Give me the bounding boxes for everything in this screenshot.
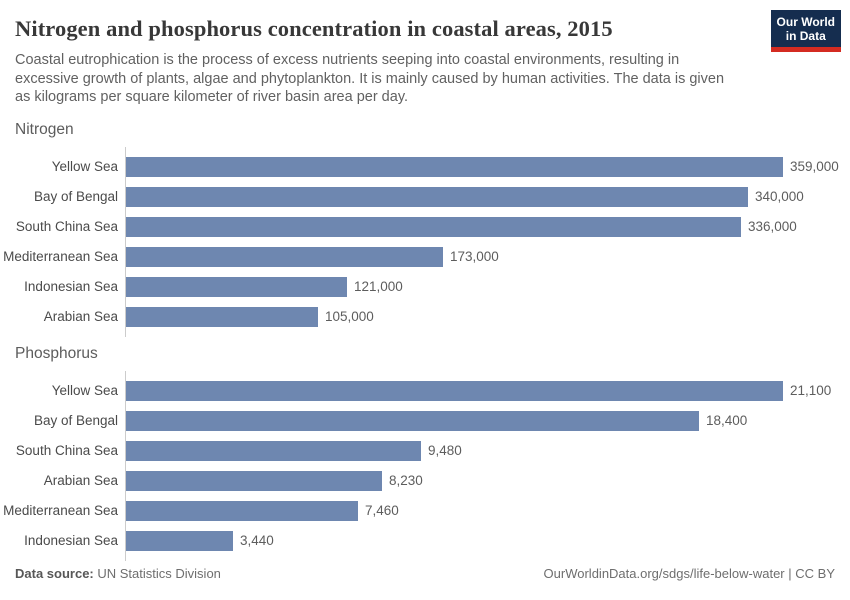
bar-row: 121,000 [126,272,839,302]
bar-south-china-sea [126,440,421,461]
category-label-south-china-sea: South China Sea [15,219,118,234]
bar-yellow-sea [126,156,783,177]
plot-area-nitrogen: Yellow Sea Bay of Bengal South China Sea Me… [3,146,839,337]
category-label-mediterranean-sea: Mediterranean Sea [3,249,118,264]
owid-logo: Our World in Data [770,10,841,52]
category-axis: Yellow Sea Bay of Bengal South China Sea Ar… [3,371,125,561]
value-label-mediterranean-sea: 7,460 [365,503,399,518]
owid-logo-line1: Our World [776,15,835,29]
bar-bay-of-bengal [126,186,748,207]
value-label-yellow-sea: 359,000 [790,159,839,174]
value-label-bay-of-bengal: 340,000 [755,189,804,204]
bar-row: 9,480 [126,436,835,466]
category-label-mediterranean-sea: Mediterranean Sea [3,503,118,518]
category-label-yellow-sea: Yellow Sea [51,383,118,398]
owid-logo-line2: in Data [785,29,826,43]
category-label-indonesian-sea: Indonesian Sea [24,533,118,548]
value-label-bay-of-bengal: 18,400 [706,413,748,428]
value-label-yellow-sea: 21,100 [790,383,832,398]
chart-section-nitrogen: Nitrogen Yellow Sea Bay of Bengal South Chi… [3,120,839,337]
bar-bay-of-bengal [126,410,699,431]
data-source-value: UN Statistics Division [97,566,221,581]
bar-row: 359,000 [126,152,839,182]
bar-arabian-sea [126,470,382,491]
chart-section-phosphorus: Phosphorus Yellow Sea Bay of Bengal South C… [3,344,835,561]
chart-footer: Data source: UN Statistics Division OurW… [15,566,835,581]
footer-link: OurWorldinData.org/sdgs/life-below-water [543,566,785,581]
bar-indonesian-sea [126,276,347,297]
category-label-indonesian-sea: Indonesian Sea [24,279,118,294]
bar-yellow-sea [126,380,783,401]
category-label-bay-of-bengal: Bay of Bengal [33,189,118,204]
value-label-arabian-sea: 105,000 [325,309,374,324]
category-axis: Yellow Sea Bay of Bengal South China Sea Me… [3,147,125,337]
charts-container: Nitrogen Yellow Sea Bay of Bengal South Chi… [0,121,850,561]
value-label-indonesian-sea: 121,000 [354,279,403,294]
bars-area: 21,100 18,400 9,480 8,230 7,460 3,440 [125,370,835,561]
bar-row: 21,100 [126,376,835,406]
chart-subtitle-line: Coastal eutrophication is the process of… [15,52,680,68]
bar-row: 18,400 [126,406,835,436]
category-label-arabian-sea: Arabian Sea [43,309,118,324]
chart-subtitle: Coastal eutrophication is the process of… [15,51,775,107]
category-label-arabian-sea: Arabian Sea [43,473,118,488]
bars-area: 359,000 340,000 336,000 173,000 121,000 105,0… [125,146,839,337]
bar-row: 105,000 [126,302,839,332]
chart-subtitle-line: as kilograms per square kilometer of riv… [15,89,409,105]
bar-mediterranean-sea [126,246,443,267]
bar-mediterranean-sea [126,500,358,521]
plot-area-phosphorus: Yellow Sea Bay of Bengal South China Sea Ar… [3,370,835,561]
chart-header: Nitrogen and phosphorus concentration in… [0,0,850,107]
value-label-south-china-sea: 336,000 [748,219,797,234]
bar-row: 3,440 [126,526,835,556]
value-label-south-china-sea: 9,480 [428,443,462,458]
category-label-bay-of-bengal: Bay of Bengal [33,413,118,428]
data-source-label: Data source: [15,566,94,581]
category-label-south-china-sea: South China Sea [15,443,118,458]
category-label-yellow-sea: Yellow Sea [51,159,118,174]
bar-row: 340,000 [126,182,839,212]
value-label-indonesian-sea: 3,440 [240,533,274,548]
chart-subtitle-line: excessive growth of plants, algae and ph… [15,70,725,87]
value-label-mediterranean-sea: 173,000 [450,249,499,264]
facet-title-phosphorus: Phosphorus [15,344,98,362]
bar-row: 7,460 [126,496,835,526]
footer-attribution: OurWorldinData.org/sdgs/life-below-water… [544,566,835,581]
data-source: Data source: UN Statistics Division [15,566,221,581]
bar-arabian-sea [126,306,318,327]
bar-indonesian-sea [126,530,233,551]
chart-title: Nitrogen and phosphorus concentration in… [15,16,613,41]
value-label-arabian-sea: 8,230 [389,473,423,488]
bar-south-china-sea [126,216,741,237]
footer-license: CC BY [795,566,835,581]
bar-row: 336,000 [126,212,839,242]
footer-separator: | [788,566,792,581]
bar-row: 173,000 [126,242,839,272]
bar-row: 8,230 [126,466,835,496]
facet-title-nitrogen: Nitrogen [15,120,74,138]
